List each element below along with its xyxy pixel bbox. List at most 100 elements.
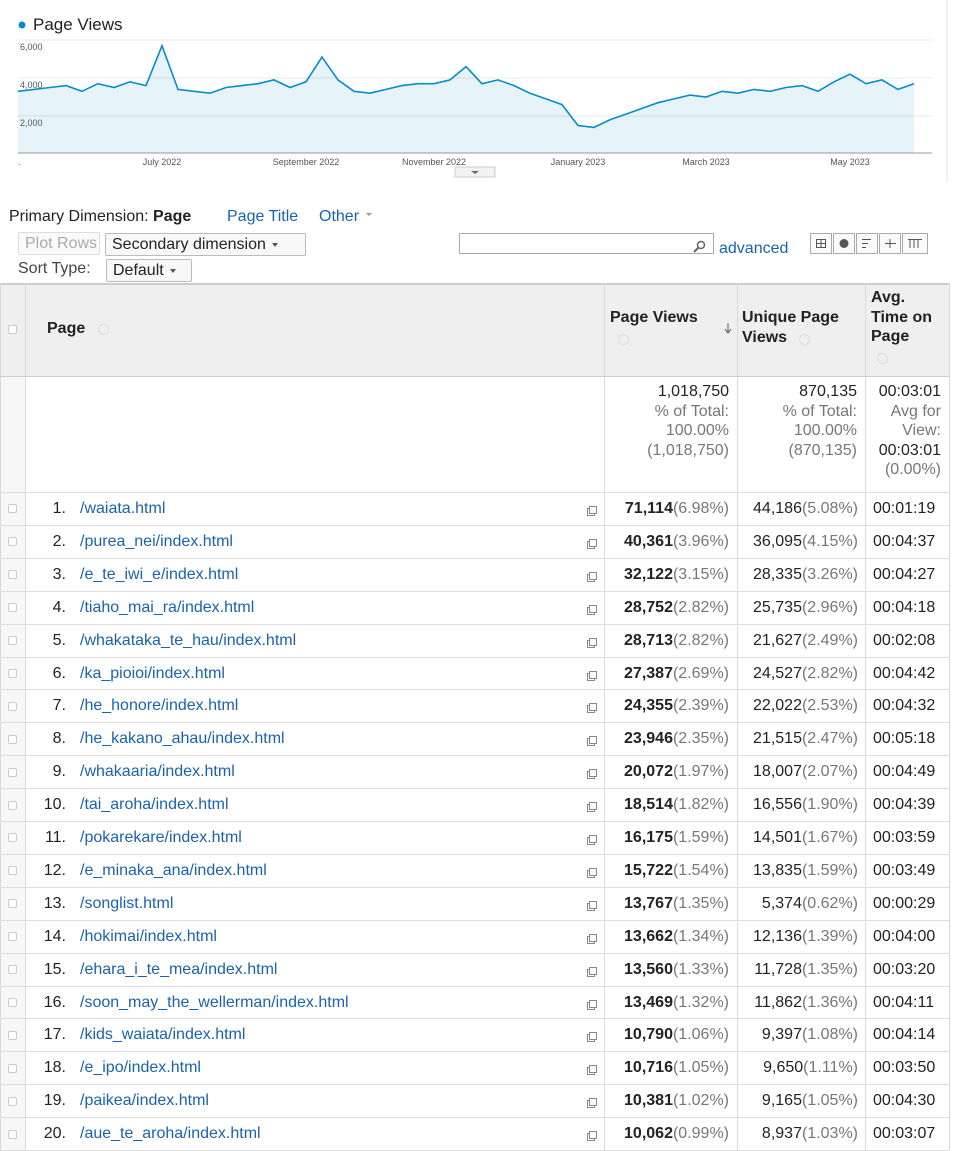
dimension-link[interactable]: Other [319, 208, 360, 225]
page-link[interactable]: /e_minaka_ana/index.html [80, 861, 267, 879]
secondary-label: Secondary dimension [112, 236, 266, 253]
page-link[interactable]: /he_honore/index.html [80, 697, 239, 715]
page-link[interactable]: /tiaho_mai_ra/index.html [80, 598, 255, 616]
page-link[interactable]: /ehara_i_te_mea/index.html [80, 960, 278, 978]
totals-cell: 870,135 % of Total: 100.00% (870,135) [737, 382, 857, 460]
open-page-icon[interactable] [587, 997, 597, 1010]
open-icon [587, 571, 597, 582]
row-checkbox[interactable] [8, 965, 17, 975]
open-page-icon[interactable] [587, 931, 597, 944]
unique-views-percent: (4.15%) [801, 532, 858, 550]
open-page-icon[interactable] [587, 602, 597, 615]
row-checkbox[interactable] [8, 504, 17, 514]
open-page-icon[interactable] [587, 766, 597, 780]
row-checkbox[interactable] [8, 1030, 17, 1040]
advanced-link[interactable]: advanced [719, 240, 789, 257]
page-link[interactable]: /whakaaria/index.html [80, 763, 235, 781]
secondary-dimension-dropdown[interactable]: Secondary dimension [105, 233, 306, 256]
search-icon[interactable] [692, 238, 708, 254]
search-input[interactable] [459, 233, 714, 254]
help-icon [877, 353, 888, 364]
row-checkbox[interactable] [8, 701, 17, 711]
open-page-icon[interactable] [587, 700, 597, 714]
row-checkbox[interactable] [8, 1063, 17, 1073]
row-border [0, 689, 949, 691]
open-page-icon[interactable] [587, 1128, 597, 1142]
row-checkbox[interactable] [8, 833, 17, 843]
row-checkbox[interactable] [8, 734, 17, 744]
dimension-link[interactable]: Page Title [227, 208, 299, 225]
page-link[interactable]: /whakataka_te_hau/index.html [80, 631, 297, 649]
header-checkbox[interactable] [8, 325, 17, 334]
column-header[interactable]: Avg. Time on Page [871, 289, 933, 345]
totals-cell: 1,018,750 % of Total: 100.00% (1,018,750) [604, 382, 729, 460]
page-link[interactable]: /ka_pioioi/index.html [80, 664, 225, 682]
row-checkbox[interactable] [8, 997, 17, 1007]
avg-time: 00:04:00 [873, 927, 936, 945]
open-page-icon[interactable] [587, 733, 597, 747]
row-checkbox[interactable] [8, 636, 17, 646]
row-checkbox[interactable] [8, 1096, 17, 1106]
page-link[interactable]: /aue_te_aroha/index.html [80, 1125, 261, 1143]
page-link[interactable]: /hokimai/index.html [80, 927, 217, 945]
page-link[interactable]: /songlist.html [80, 894, 174, 912]
unique-views: 5,374 [761, 894, 802, 912]
open-page-icon[interactable] [587, 799, 597, 813]
open-page-icon[interactable] [587, 569, 597, 582]
open-page-icon[interactable] [587, 1095, 597, 1109]
row-border [0, 1117, 949, 1119]
row-checkbox[interactable] [8, 537, 17, 547]
view-switcher [810, 233, 928, 254]
page-link[interactable]: /e_ipo/index.html [80, 1059, 201, 1077]
open-page-icon[interactable] [587, 536, 597, 549]
sort-type-label: Sort Type: [18, 260, 91, 277]
page-link[interactable]: /kids_waiata/index.html [80, 1026, 246, 1044]
view-pivot[interactable] [902, 233, 928, 254]
row-checkbox[interactable] [8, 866, 17, 876]
page-views: 13,469 [624, 993, 673, 1011]
row-checkbox[interactable] [8, 932, 17, 942]
open-page-icon[interactable] [587, 964, 597, 977]
page-link[interactable]: /tai_aroha/index.html [80, 796, 229, 814]
open-page-icon[interactable] [587, 832, 597, 845]
column-header[interactable]: Page Views [610, 309, 698, 326]
primary-dimension: Primary Dimension: Page [9, 208, 191, 226]
open-page-icon[interactable] [587, 865, 597, 878]
unique-views: 12,136 [753, 927, 802, 945]
open-page-icon[interactable] [587, 668, 597, 681]
row-border [0, 656, 949, 658]
page-views: 71,114 [624, 500, 673, 517]
row-checkbox[interactable] [8, 800, 17, 810]
sort-type-dropdown[interactable]: Default [106, 259, 192, 282]
page-link[interactable]: /paikea/index.html [80, 1092, 209, 1110]
plot-rows-button[interactable]: Plot Rows [18, 232, 100, 255]
page-link[interactable]: /pokarekare/index.html [80, 829, 242, 846]
column-border [949, 283, 950, 1150]
row-checkbox[interactable] [8, 668, 17, 678]
open-page-icon[interactable] [587, 635, 597, 648]
open-page-icon[interactable] [587, 898, 597, 911]
open-page-icon[interactable] [587, 1062, 597, 1076]
page-link[interactable]: /purea_nei/index.html [80, 532, 233, 550]
row-checkbox[interactable] [8, 603, 17, 613]
unique-views-cell: 21,627(2.49%) [737, 631, 858, 651]
row-checkbox[interactable] [8, 1129, 17, 1139]
column-header[interactable]: Unique Page Views [742, 309, 839, 346]
sort-arrow-icon [724, 323, 732, 334]
row-index: 18. [43, 1059, 66, 1077]
page-link[interactable]: /he_kakano_ahau/index.html [80, 730, 285, 748]
unique-views-cell: 8,937(1.03%) [737, 1124, 858, 1144]
column-header: Page [47, 320, 86, 337]
page-link[interactable]: /soon_may_the_wellerman/index.html [80, 993, 349, 1011]
page-link[interactable]: /waiata.html [80, 500, 166, 517]
open-page-icon[interactable] [587, 1029, 597, 1043]
row-checkbox[interactable] [8, 767, 17, 777]
row-checkbox[interactable] [8, 570, 17, 580]
page-link[interactable]: /e_te_iwi_e/index.html [80, 565, 239, 583]
open-page-icon[interactable] [587, 503, 597, 516]
row-checkbox[interactable] [8, 899, 17, 909]
avg-time: 00:04:49 [873, 763, 936, 781]
legend-label: Page Views [33, 15, 122, 34]
unique-views-percent: (2.96%) [801, 598, 858, 616]
avg-time: 00:04:30 [873, 1092, 936, 1110]
